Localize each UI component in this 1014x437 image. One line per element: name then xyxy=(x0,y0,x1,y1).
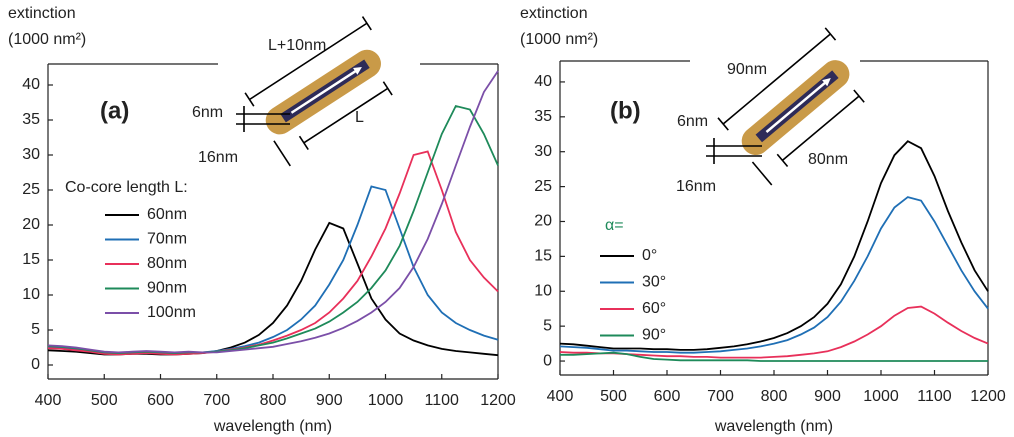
y-tick-label: 35 xyxy=(22,111,40,128)
y-tick-label: 10 xyxy=(534,282,552,299)
dim-end xyxy=(298,135,309,151)
x-tick-label: 500 xyxy=(91,392,118,409)
panel-title: (b) xyxy=(610,97,641,124)
y-tick-label: 35 xyxy=(534,108,552,125)
y-axis-unit: (1000 nm²) xyxy=(8,31,86,48)
legend-label: 60nm xyxy=(147,206,187,223)
y-axis-label: extinction xyxy=(520,5,588,22)
y-tick-label: 20 xyxy=(534,213,552,230)
dim-end xyxy=(853,89,865,103)
x-tick-label: 1100 xyxy=(425,392,460,409)
annotation: 6nm xyxy=(192,104,223,121)
legend-label: 80nm xyxy=(147,255,187,272)
x-tick-label: 700 xyxy=(707,388,734,405)
series-line xyxy=(560,351,988,362)
y-tick-label: 15 xyxy=(22,251,40,268)
x-tick-label: 1100 xyxy=(917,388,952,405)
x-tick-label: 800 xyxy=(260,392,287,409)
x-tick-label: 1200 xyxy=(970,388,1006,405)
legend-label: 90nm xyxy=(147,280,187,297)
legend-label: 100nm xyxy=(147,304,196,321)
arrow-head xyxy=(822,78,831,87)
y-tick-label: 25 xyxy=(22,181,40,198)
y-tick-label: 15 xyxy=(534,248,552,265)
annotation: 16nm xyxy=(676,178,716,195)
y-tick-label: 5 xyxy=(543,317,552,334)
x-tick-label: 900 xyxy=(814,388,841,405)
dim-line xyxy=(303,87,389,144)
y-tick-label: 5 xyxy=(31,321,40,338)
legend-title: Co-core length L: xyxy=(65,179,188,196)
x-tick-label: 400 xyxy=(35,392,62,409)
x-tick-label: 1000 xyxy=(863,388,899,405)
y-tick-label: 40 xyxy=(534,73,552,90)
legend-label: 90° xyxy=(642,327,666,344)
x-tick-label: 800 xyxy=(761,388,788,405)
dim-line xyxy=(722,33,831,125)
dim-line xyxy=(249,22,368,101)
series-line xyxy=(47,150,499,356)
x-tick-label: 500 xyxy=(600,388,627,405)
y-axis-unit: (1000 nm²) xyxy=(520,31,598,48)
dim-end xyxy=(361,16,372,31)
series-line xyxy=(47,185,499,355)
x-axis-label: wavelength (nm) xyxy=(714,418,833,435)
x-tick-label: 1000 xyxy=(368,392,404,409)
legend-label: 60° xyxy=(642,300,666,317)
dim-end xyxy=(824,27,837,41)
dim-line xyxy=(273,140,291,167)
y-tick-label: 30 xyxy=(534,143,552,160)
y-tick-label: 40 xyxy=(22,76,40,93)
y-axis-label: extinction xyxy=(8,5,76,22)
arrow xyxy=(765,79,829,133)
rod-diagram xyxy=(717,27,865,186)
series-line xyxy=(559,196,989,354)
arrow-head xyxy=(353,67,362,75)
y-tick-label: 10 xyxy=(22,286,40,303)
y-tick-label: 30 xyxy=(22,146,40,163)
annotation: 6nm xyxy=(677,113,708,130)
dim-line xyxy=(781,95,860,161)
x-tick-label: 700 xyxy=(203,392,230,409)
rod-diagram xyxy=(244,16,393,167)
annotation: 90nm xyxy=(727,61,767,78)
y-tick-label: 0 xyxy=(31,356,40,373)
y-tick-label: 20 xyxy=(22,216,40,233)
dim-end xyxy=(717,117,729,131)
dim-end xyxy=(244,92,255,107)
panel-title: (a) xyxy=(100,97,129,124)
annotation: 80nm xyxy=(808,151,848,168)
annotation: L+10nm xyxy=(268,37,326,54)
series-line xyxy=(559,140,989,351)
dim-line xyxy=(751,161,773,186)
dim-end xyxy=(776,153,789,168)
series-line xyxy=(47,70,499,354)
legend-title: α= xyxy=(605,217,624,234)
y-tick-label: 0 xyxy=(543,352,552,369)
series-line xyxy=(47,104,499,355)
arrow xyxy=(290,68,360,114)
x-tick-label: 400 xyxy=(547,388,574,405)
x-tick-label: 900 xyxy=(316,392,343,409)
x-tick-label: 1200 xyxy=(480,392,516,409)
legend-label: 70nm xyxy=(147,231,187,248)
y-tick-label: 25 xyxy=(534,178,552,195)
x-tick-label: 600 xyxy=(147,392,174,409)
dim-end xyxy=(382,81,393,96)
x-axis-label: wavelength (nm) xyxy=(213,418,332,435)
x-tick-label: 600 xyxy=(654,388,681,405)
annotation: L xyxy=(355,109,364,126)
annotation: 16nm xyxy=(198,149,238,166)
legend-label: 0° xyxy=(642,247,657,264)
legend-label: 30° xyxy=(642,274,666,291)
